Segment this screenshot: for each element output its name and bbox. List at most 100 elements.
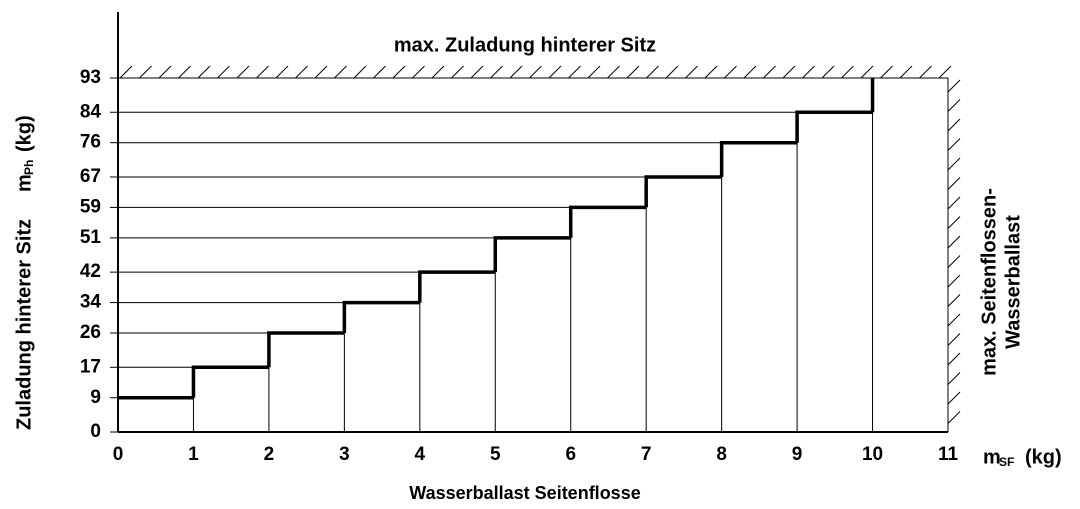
x-unit-subscript: SF bbox=[999, 455, 1014, 469]
chart-title: max. Zuladung hinterer Sitz bbox=[394, 34, 656, 56]
hatch bbox=[860, 65, 874, 79]
y-tick-label: 93 bbox=[80, 67, 101, 88]
hatch bbox=[587, 65, 601, 79]
hatch bbox=[334, 65, 347, 79]
annotation-line: max. Seitenflossen- bbox=[978, 188, 1000, 376]
x-tick-label: 2 bbox=[264, 444, 275, 465]
hatch bbox=[947, 177, 961, 190]
hatch bbox=[314, 65, 328, 79]
hatch bbox=[947, 294, 961, 307]
step-segment bbox=[568, 205, 647, 238]
x-tick-label: 8 bbox=[716, 444, 727, 465]
hatch bbox=[947, 138, 961, 151]
y-tick-label: 42 bbox=[80, 261, 101, 282]
right-annotation: max. Seitenflossen- Wasserballast bbox=[978, 188, 1024, 376]
y-tick-label: 59 bbox=[80, 196, 101, 217]
step-segment bbox=[342, 300, 420, 334]
hatch bbox=[646, 65, 659, 79]
hatch bbox=[470, 65, 484, 79]
hatch bbox=[899, 65, 913, 79]
x-tick-label: 6 bbox=[565, 444, 576, 465]
y-tick-label: 9 bbox=[90, 387, 101, 408]
hatch bbox=[275, 65, 289, 79]
hatch bbox=[947, 216, 961, 229]
hatch bbox=[743, 65, 757, 79]
hatch bbox=[880, 65, 893, 79]
hatch bbox=[626, 65, 640, 79]
step-segment bbox=[719, 140, 798, 177]
hatch bbox=[938, 65, 952, 79]
x-axis-label: Wasserballast Seitenflosse bbox=[409, 483, 640, 503]
hatch bbox=[158, 65, 172, 79]
hatch bbox=[256, 65, 269, 79]
x-tick-label: 10 bbox=[862, 444, 883, 465]
hatch bbox=[431, 65, 445, 79]
hatch bbox=[947, 118, 961, 132]
hatch bbox=[947, 235, 961, 249]
hatch bbox=[947, 411, 961, 424]
hatch bbox=[947, 333, 961, 346]
hatch bbox=[841, 65, 854, 79]
y-label-symbol: m bbox=[13, 174, 35, 192]
hatch bbox=[236, 65, 250, 79]
hatch bbox=[217, 65, 230, 79]
hatch bbox=[919, 65, 932, 79]
hatch bbox=[295, 65, 308, 79]
hatch bbox=[947, 313, 961, 327]
hatch bbox=[392, 65, 406, 79]
step-segment bbox=[267, 331, 345, 368]
hatch bbox=[782, 65, 796, 79]
x-tick-label: 0 bbox=[113, 444, 124, 465]
hatch bbox=[353, 65, 367, 79]
y-tick-label: 17 bbox=[80, 356, 101, 377]
y-axis-label: Zuladung hinterer Sitz m Ph (kg) bbox=[13, 115, 36, 430]
hatch bbox=[947, 255, 961, 268]
hatch bbox=[568, 65, 581, 79]
hatch bbox=[947, 157, 961, 171]
x-unit-unit: (kg) bbox=[1025, 446, 1062, 468]
hatch bbox=[509, 65, 523, 79]
y-label-unit: (kg) bbox=[13, 115, 35, 152]
x-tick-label: 1 bbox=[188, 444, 199, 465]
hatch bbox=[763, 65, 776, 79]
hatch bbox=[119, 65, 133, 79]
hatch bbox=[724, 65, 737, 79]
hatch bbox=[665, 65, 679, 79]
hatch bbox=[178, 65, 191, 79]
y-label-subscript: Ph bbox=[22, 160, 36, 175]
y-tick-label: 0 bbox=[90, 421, 101, 442]
hatch bbox=[685, 65, 698, 79]
y-tick-label: 34 bbox=[80, 292, 102, 313]
hatch bbox=[821, 65, 835, 79]
x-unit-symbol: m bbox=[983, 446, 1001, 468]
x-tick-label: 3 bbox=[339, 444, 350, 465]
hatch bbox=[947, 391, 961, 405]
step-segment bbox=[493, 236, 571, 273]
x-tick-label: 7 bbox=[641, 444, 652, 465]
x-tick-label: 5 bbox=[490, 444, 501, 465]
y-label-text: Zuladung hinterer Sitz bbox=[13, 219, 35, 430]
hatch bbox=[139, 65, 152, 79]
hatch bbox=[607, 65, 620, 79]
x-tick-label: 9 bbox=[792, 444, 803, 465]
step-segment bbox=[418, 270, 496, 303]
hatch bbox=[947, 79, 961, 93]
hatch bbox=[704, 65, 718, 79]
y-tick-label: 76 bbox=[80, 132, 101, 153]
hatch bbox=[373, 65, 386, 79]
hatch bbox=[947, 196, 961, 210]
x-tick-label: 4 bbox=[415, 444, 426, 465]
hatch bbox=[490, 65, 503, 79]
y-tick-label: 84 bbox=[80, 101, 102, 122]
step-segment bbox=[795, 110, 873, 143]
x-unit: m SF (kg) bbox=[983, 446, 1062, 469]
step-segment bbox=[191, 365, 269, 398]
step-segment bbox=[644, 175, 722, 208]
hatch bbox=[947, 274, 961, 288]
hatch bbox=[412, 65, 425, 79]
x-tick-label: 11 bbox=[938, 444, 959, 465]
hatch bbox=[947, 99, 961, 112]
y-tick-label: 51 bbox=[80, 227, 102, 248]
hatch bbox=[802, 65, 815, 79]
